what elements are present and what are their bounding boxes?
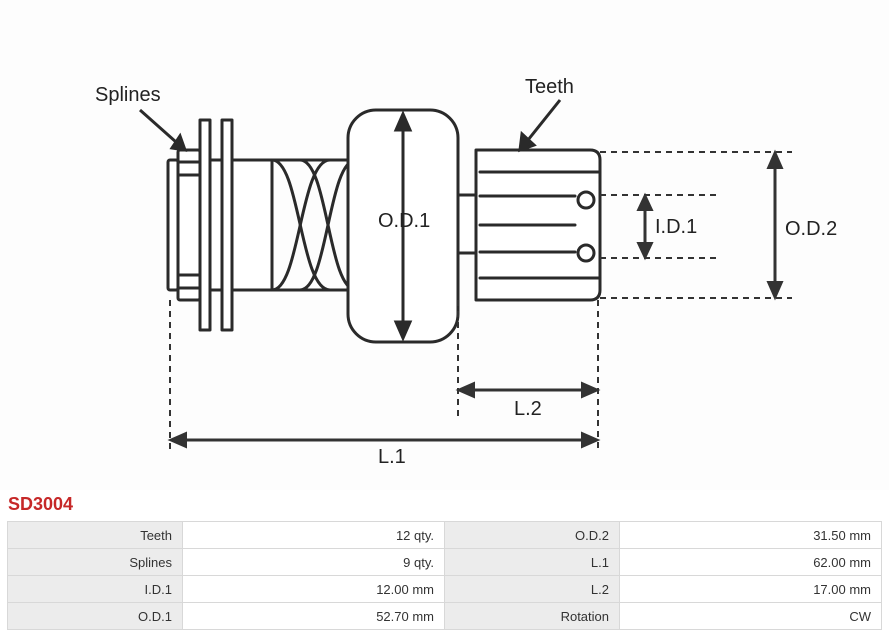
table-row: Splines9 qty.L.162.00 mm	[8, 549, 882, 576]
spec-value: 12.00 mm	[183, 576, 445, 603]
label-l1: L.1	[378, 446, 406, 469]
technical-diagram: Splines Teeth O.D.1 I.D.1 O.D.2 L.2 L.1	[0, 0, 889, 490]
table-row: I.D.112.00 mmL.217.00 mm	[8, 576, 882, 603]
spec-label: L.2	[445, 576, 620, 603]
spec-label: Teeth	[8, 522, 183, 549]
spec-value: 52.70 mm	[183, 603, 445, 630]
spec-label: O.D.1	[8, 603, 183, 630]
table-row: O.D.152.70 mmRotationCW	[8, 603, 882, 630]
spec-value: 31.50 mm	[620, 522, 882, 549]
diagram-svg	[0, 0, 889, 490]
label-od1: O.D.1	[378, 210, 430, 233]
spec-value: 9 qty.	[183, 549, 445, 576]
spec-value: 17.00 mm	[620, 576, 882, 603]
label-splines: Splines	[95, 84, 161, 107]
label-id1: I.D.1	[655, 216, 697, 239]
spec-label: Splines	[8, 549, 183, 576]
spec-value: 62.00 mm	[620, 549, 882, 576]
table-row: Teeth12 qty.O.D.231.50 mm	[8, 522, 882, 549]
spec-label: O.D.2	[445, 522, 620, 549]
spec-table: Teeth12 qty.O.D.231.50 mmSplines9 qty.L.…	[7, 521, 882, 630]
label-teeth: Teeth	[525, 76, 574, 99]
label-l2: L.2	[514, 398, 542, 421]
part-number: SD3004	[0, 490, 889, 521]
spec-label: Rotation	[445, 603, 620, 630]
spec-value: CW	[620, 603, 882, 630]
spec-value: 12 qty.	[183, 522, 445, 549]
label-od2: O.D.2	[785, 218, 837, 241]
spec-label: L.1	[445, 549, 620, 576]
spec-label: I.D.1	[8, 576, 183, 603]
